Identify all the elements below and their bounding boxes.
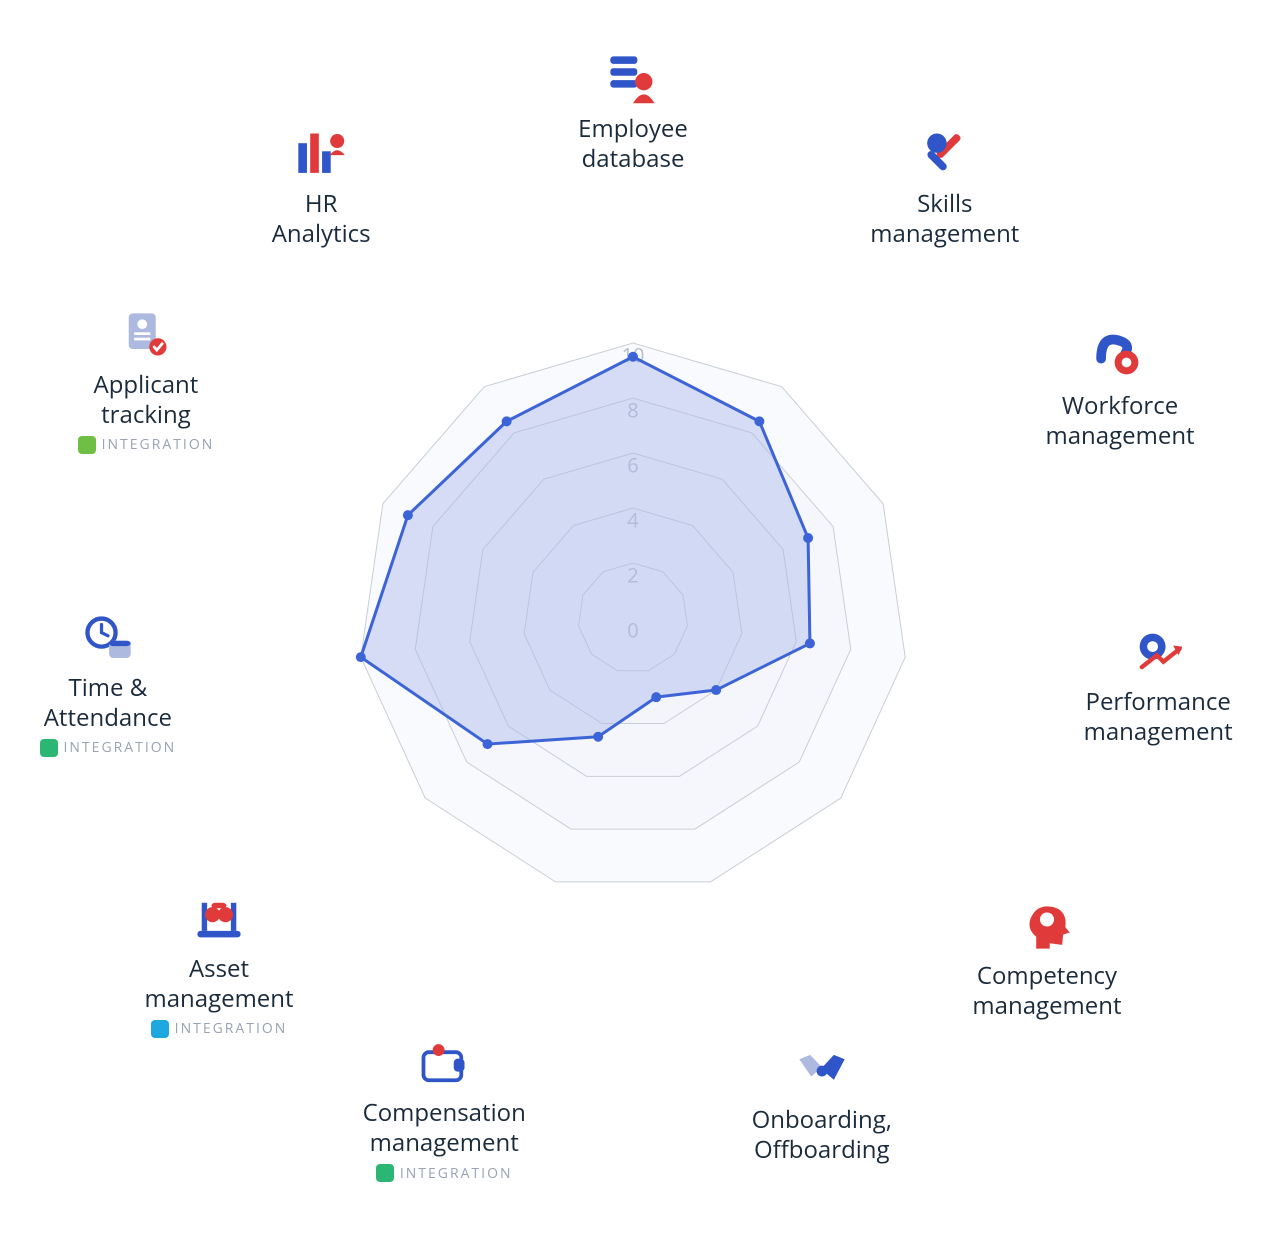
integration-icon [40, 739, 58, 757]
integration-tag: INTEGRATION [109, 1020, 329, 1038]
asset-icon [192, 892, 246, 946]
handshake-icon [795, 1043, 849, 1097]
axis-label-performance: Performancemanagement [1048, 625, 1266, 747]
axis-label-time: Time &Attendance INTEGRATION [0, 611, 218, 761]
radar-vertex-0 [628, 352, 638, 362]
axis-label-analytics: HRAnalytics [211, 127, 431, 249]
integration-text: INTEGRATION [175, 1020, 288, 1038]
time-icon [81, 611, 135, 665]
axis-label-compensation: Compensationmanagement INTEGRATION [334, 1036, 554, 1186]
axis-title: HRAnalytics [211, 189, 431, 249]
axis-title: Workforcemanagement [1010, 391, 1230, 451]
axis-title: Time &Attendance [0, 673, 218, 733]
competency-icon [1020, 899, 1074, 953]
axis-label-applicant: Applicanttracking INTEGRATION [36, 308, 256, 458]
radar-vertex-10 [502, 416, 512, 426]
radar-chart-container: 0246810 Employeedatabase Skillsmanagemen… [0, 0, 1266, 1236]
integration-icon [376, 1164, 394, 1182]
radar-vertex-2 [803, 533, 813, 543]
radar-vertex-6 [593, 732, 603, 742]
axis-title: Performancemanagement [1048, 687, 1266, 747]
radar-vertex-9 [403, 510, 413, 520]
axis-label-skills: Skillsmanagement [835, 127, 1055, 249]
axis-label-handshake: Onboarding,Offboarding [712, 1043, 932, 1165]
integration-icon [78, 436, 96, 454]
integration-tag: INTEGRATION [36, 436, 256, 454]
compensation-icon [417, 1036, 471, 1090]
axis-label-workforce: Workforcemanagement [1010, 329, 1230, 451]
radar-vertex-8 [356, 652, 366, 662]
integration-text: INTEGRATION [64, 739, 177, 757]
axis-title: Skillsmanagement [835, 189, 1055, 249]
applicant-icon [119, 308, 173, 362]
axis-title: Assetmanagement [109, 954, 329, 1014]
radar-vertex-1 [754, 416, 764, 426]
axis-title: Competencymanagement [937, 961, 1157, 1021]
integration-text: INTEGRATION [102, 436, 215, 454]
axis-label-employee-db: Employeedatabase [523, 52, 743, 174]
axis-title: Compensationmanagement [334, 1098, 554, 1158]
analytics-icon [294, 127, 348, 181]
axis-title: Applicanttracking [36, 370, 256, 430]
axis-title: Onboarding,Offboarding [712, 1105, 932, 1165]
integration-icon [151, 1020, 169, 1038]
integration-tag: INTEGRATION [0, 739, 218, 757]
radar-vertex-5 [651, 692, 661, 702]
radar-vertex-4 [711, 685, 721, 695]
radar-vertex-7 [483, 739, 493, 749]
axis-label-asset: Assetmanagement INTEGRATION [109, 892, 329, 1042]
skills-icon [918, 127, 972, 181]
axis-label-competency: Competencymanagement [937, 899, 1157, 1021]
radar-vertex-3 [805, 638, 815, 648]
integration-text: INTEGRATION [400, 1165, 513, 1183]
performance-icon [1131, 625, 1185, 679]
employee-db-icon [606, 52, 660, 106]
integration-tag: INTEGRATION [334, 1164, 554, 1182]
axis-title: Employeedatabase [523, 114, 743, 174]
workforce-icon [1093, 329, 1147, 383]
